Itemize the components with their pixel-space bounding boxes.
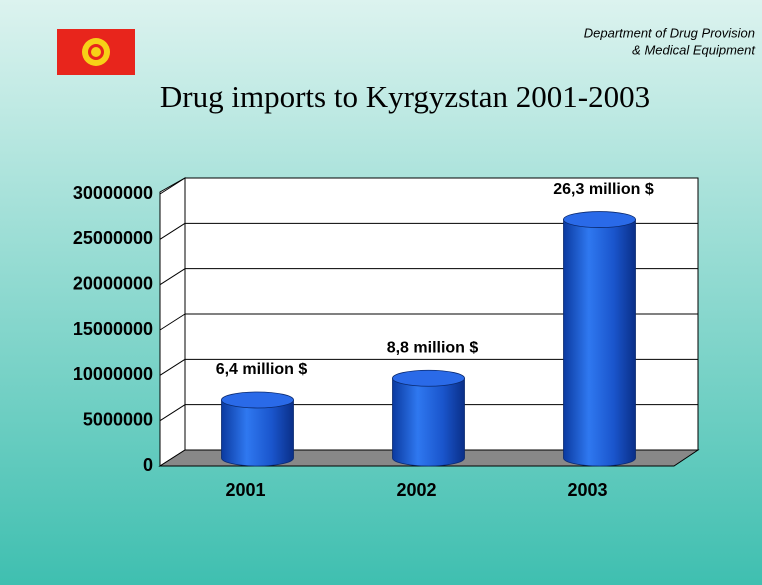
bar [221,399,294,467]
grid-line [159,358,186,376]
grid-line [159,313,186,331]
x-tick-label: 2002 [396,480,436,500]
x-tick-label: 2003 [567,480,607,500]
flag [57,29,135,75]
bar [563,219,636,467]
y-tick-label: 10000000 [73,364,153,384]
y-tick-label: 30000000 [73,183,153,203]
y-tick-label: 5000000 [83,409,153,429]
value-label: 8,8 million $ [387,339,479,356]
y-tick-label: 15000000 [73,319,153,339]
y-tick-label: 25000000 [73,228,153,248]
grid-line [159,222,186,240]
value-label: 26,3 million $ [553,181,654,198]
value-label: 6,4 million $ [216,361,308,378]
bar-top [221,391,294,409]
bar-top [563,211,636,228]
grid-line [159,404,186,422]
chart-title: Drug imports to Kyrgyzstan 2001-2003 [160,79,650,114]
grid-line [159,177,186,195]
bar-top [392,369,465,387]
y-tick-label: 0 [143,455,153,475]
header-line: Department of Drug Provision [584,25,755,40]
grid-line [159,268,186,286]
x-tick-label: 2001 [225,480,265,500]
header-line: & Medical Equipment [632,42,756,57]
y-tick-label: 20000000 [73,273,153,293]
bar [392,377,465,467]
